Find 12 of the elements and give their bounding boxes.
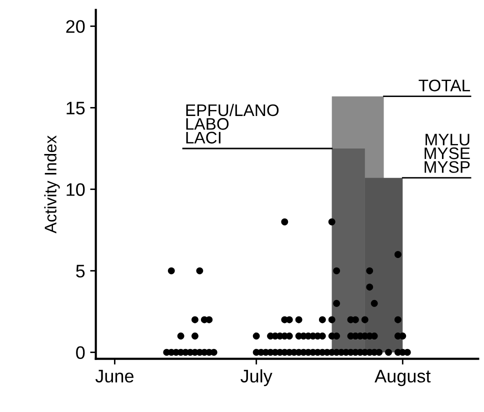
y-tick-label: 15 xyxy=(66,102,85,114)
y-tick-label: 0 xyxy=(76,346,85,360)
y-tick-label: 10 xyxy=(66,183,85,196)
text: EPFU/LANO LABO LACI xyxy=(186,104,279,144)
series-label: MYLU MYSE MYSP xyxy=(424,134,470,173)
y-tick-label: 20 xyxy=(66,20,85,33)
y-tick-label: 5 xyxy=(76,264,85,278)
x-tick-label: July xyxy=(240,369,272,386)
text: TOTAL xyxy=(418,80,470,92)
x-tick-label: August xyxy=(374,370,431,386)
x-tick-label: June xyxy=(95,370,134,383)
y-axis-title: Activity Index xyxy=(44,135,60,234)
